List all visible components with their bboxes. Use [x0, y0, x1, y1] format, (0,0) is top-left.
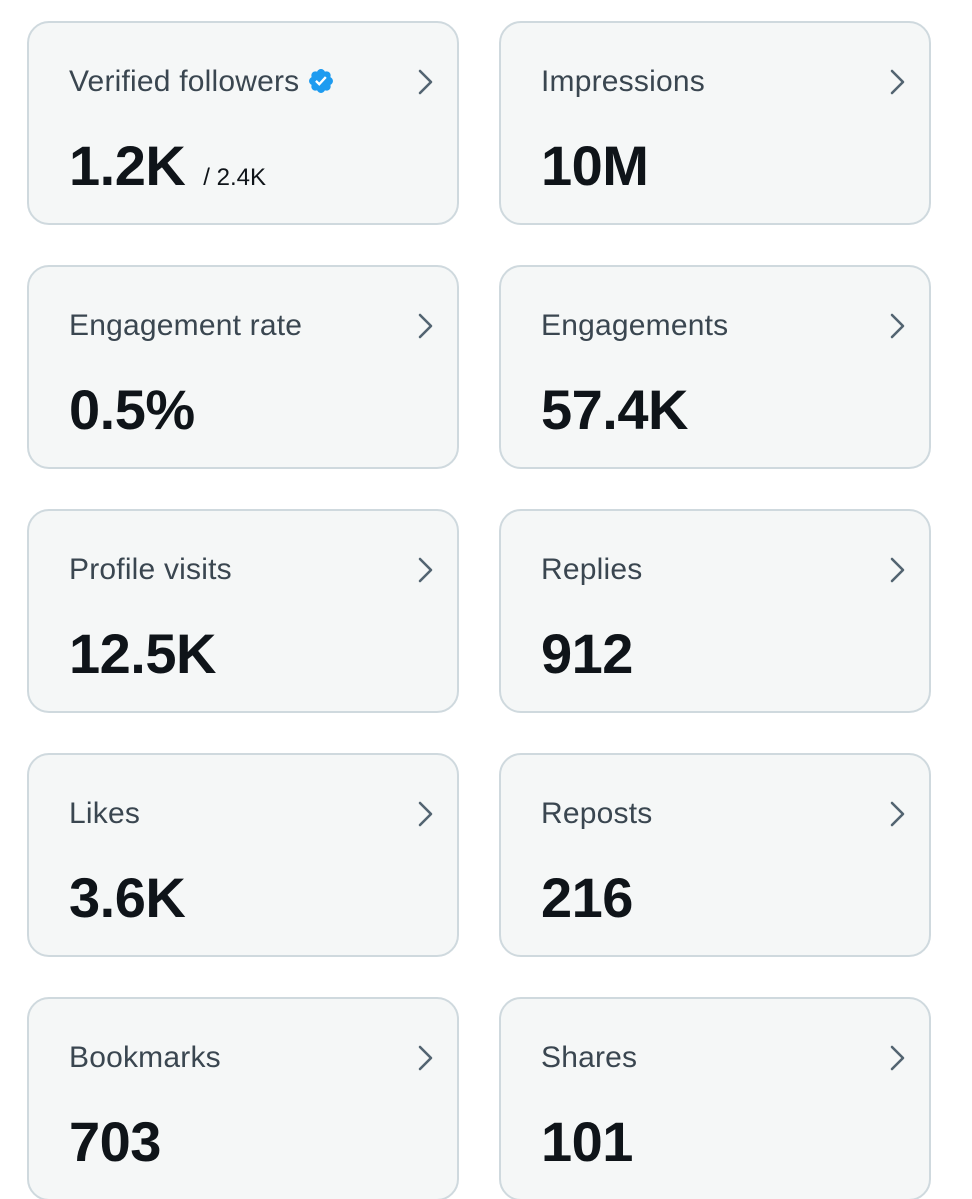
chevron-right-icon: [890, 1045, 905, 1071]
chevron-right-icon: [890, 69, 905, 95]
chevron-right-icon: [418, 69, 433, 95]
chevron-right-icon: [890, 313, 905, 339]
card-subvalue: / 2.4K: [203, 164, 267, 191]
card-engagements[interactable]: Engagements 57.4K: [499, 265, 931, 469]
card-title: Engagement rate: [69, 309, 303, 342]
chevron-right-icon: [418, 557, 433, 583]
chevron-right-icon: [890, 801, 905, 827]
card-title: Verified followers: [69, 65, 300, 98]
value-row: 216: [541, 865, 633, 930]
chevron-right-icon: [418, 801, 433, 827]
verified-badge-icon: [309, 69, 334, 93]
card-value: 216: [541, 866, 633, 929]
card-replies[interactable]: Replies 912: [499, 509, 931, 713]
card-title: Reposts: [541, 797, 653, 830]
card-value: 1.2K: [69, 134, 186, 197]
card-value: 10M: [541, 134, 649, 197]
value-row: 57.4K: [541, 377, 688, 442]
value-row: 1.2K / 2.4K: [69, 133, 266, 198]
chevron-right-icon: [418, 313, 433, 339]
card-reposts[interactable]: Reposts 216: [499, 753, 931, 957]
card-bookmarks[interactable]: Bookmarks 703: [27, 997, 459, 1199]
chevron-right-icon: [890, 557, 905, 583]
card-value: 703: [69, 1110, 161, 1173]
card-value: 57.4K: [541, 378, 688, 441]
card-value: 101: [541, 1110, 633, 1173]
card-title: Profile visits: [69, 553, 232, 586]
value-row: 12.5K: [69, 621, 216, 686]
card-shares[interactable]: Shares 101: [499, 997, 931, 1199]
card-likes[interactable]: Likes 3.6K: [27, 753, 459, 957]
card-title: Replies: [541, 553, 643, 586]
chevron-right-icon: [418, 1045, 433, 1071]
card-value: 912: [541, 622, 633, 685]
card-value: 0.5%: [69, 378, 195, 441]
value-row: 912: [541, 621, 633, 686]
value-row: 3.6K: [69, 865, 186, 930]
card-impressions[interactable]: Impressions 10M: [499, 21, 931, 225]
card-profile-visits[interactable]: Profile visits 12.5K: [27, 509, 459, 713]
value-row: 101: [541, 1109, 633, 1174]
card-title: Engagements: [541, 309, 729, 342]
card-engagement-rate[interactable]: Engagement rate 0.5%: [27, 265, 459, 469]
card-title: Likes: [69, 797, 141, 830]
card-verified-followers[interactable]: Verified followers 1.2K / 2.4K: [27, 21, 459, 225]
card-value: 12.5K: [69, 622, 216, 685]
card-title: Shares: [541, 1041, 638, 1074]
value-row: 703: [69, 1109, 161, 1174]
card-title-wrapper: Verified followers: [69, 65, 335, 99]
value-row: 0.5%: [69, 377, 195, 442]
card-title: Bookmarks: [69, 1041, 221, 1074]
card-title: Impressions: [541, 65, 705, 98]
card-value: 3.6K: [69, 866, 186, 929]
value-row: 10M: [541, 133, 649, 198]
